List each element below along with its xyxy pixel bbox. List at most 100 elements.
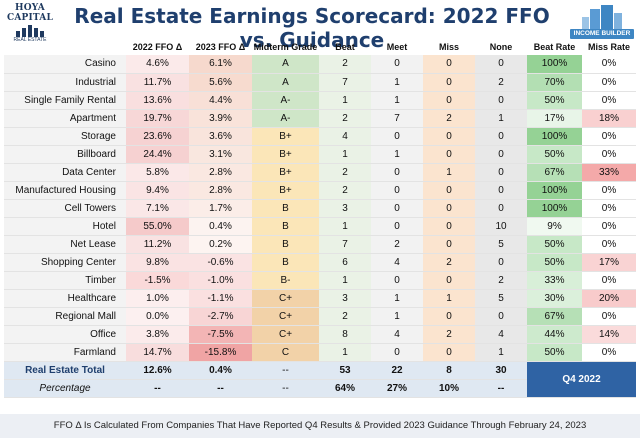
cell-grade: B+ [252, 181, 319, 200]
cell-meet: 1 [371, 307, 423, 326]
cell-meet: 2 [371, 235, 423, 254]
table-row: Shopping Center 9.8% -0.6% B 6 4 2 0 50% 17% [4, 253, 636, 272]
cell-meet: 0 [371, 163, 423, 182]
pct-miss: 10% [423, 379, 475, 398]
cell-beat-rate: 50% [527, 91, 582, 110]
cell-ffo2023: -1.0% [189, 271, 252, 290]
table-row: Casino 4.6% 6.1% A 2 0 0 0 100% 0% [4, 55, 636, 74]
cell-ffo2022: 11.7% [126, 73, 189, 92]
income-builder-logo: INCOME BUILDER [570, 3, 634, 39]
table-row: Farmland 14.7% -15.8% C 1 0 0 1 50% 0% [4, 343, 636, 362]
cell-meet: 0 [371, 181, 423, 200]
cell-sector: Data Center [4, 163, 126, 182]
cell-ffo2023: 1.7% [189, 199, 252, 218]
cell-miss: 0 [423, 199, 475, 218]
cell-beat-rate: 67% [527, 307, 582, 326]
table-body: Casino 4.6% 6.1% A 2 0 0 0 100% 0% Industrial 11.7%… [4, 55, 636, 362]
total-label: Real Estate Total [4, 361, 126, 380]
cell-miss: 1 [423, 289, 475, 308]
cell-beat: 2 [319, 181, 371, 200]
cell-ffo2023: 0.2% [189, 235, 252, 254]
pct-ffo2023: -- [189, 379, 252, 398]
cell-ffo2023: 2.8% [189, 181, 252, 200]
cell-sector: Net Lease [4, 235, 126, 254]
cell-miss-rate: 0% [582, 199, 636, 218]
col-header-grade: Midterm Grade [253, 42, 318, 52]
cell-sector: Office [4, 325, 126, 344]
cell-miss-rate: 14% [582, 325, 636, 344]
cell-ffo2022: 0.0% [126, 307, 189, 326]
total-meet: 22 [371, 361, 423, 380]
cell-beat: 3 [319, 199, 371, 218]
cell-sector: Timber [4, 271, 126, 290]
total-miss: 8 [423, 361, 475, 380]
cell-miss-rate: 0% [582, 271, 636, 290]
cell-beat-rate: 50% [527, 253, 582, 272]
cell-ffo2022: 4.6% [126, 55, 189, 74]
table-row: Regional Mall 0.0% -2.7% C+ 2 1 0 0 67% 0% [4, 307, 636, 326]
cell-none: 0 [475, 91, 527, 110]
cell-beat: 2 [319, 163, 371, 182]
col-header-ffo2023: 2023 FFO Δ [195, 42, 246, 52]
cell-miss-rate: 0% [582, 235, 636, 254]
cell-beat: 3 [319, 289, 371, 308]
cell-grade: B+ [252, 145, 319, 164]
table-row: Storage 23.6% 3.6% B+ 4 0 0 0 100% 0% [4, 127, 636, 146]
total-ffo2022: 12.6% [126, 361, 189, 380]
col-header-sector [4, 38, 126, 55]
cell-miss: 0 [423, 217, 475, 236]
table-row: Healthcare 1.0% -1.1% C+ 3 1 1 5 30% 20% [4, 289, 636, 308]
col-header-beat: Beat [335, 42, 355, 52]
cell-beat: 7 [319, 73, 371, 92]
col-header-beat-rate: Beat Rate [533, 42, 576, 52]
table-row: Data Center 5.8% 2.8% B+ 2 0 1 0 67% 33% [4, 163, 636, 182]
cell-ffo2023: -1.1% [189, 289, 252, 308]
cell-miss-rate: 17% [582, 253, 636, 272]
income-builder-label: INCOME BUILDER [570, 29, 634, 39]
table-row: Manufactured Housing 9.4% 2.8% B+ 2 0 0 0 100% 0% [4, 181, 636, 200]
cell-ffo2022: 3.8% [126, 325, 189, 344]
cell-ffo2023: 6.1% [189, 55, 252, 74]
cell-miss-rate: 33% [582, 163, 636, 182]
pct-grade: -- [252, 379, 319, 398]
cell-grade: C [252, 343, 319, 362]
building-icon [582, 5, 622, 29]
col-header-none: None [489, 42, 513, 52]
cell-meet: 0 [371, 217, 423, 236]
cell-sector: Cell Towers [4, 199, 126, 218]
table-row: Industrial 11.7% 5.6% A 7 1 0 2 70% 0% [4, 73, 636, 92]
cell-ffo2022: 19.7% [126, 109, 189, 128]
cell-miss: 0 [423, 343, 475, 362]
cell-grade: C+ [252, 289, 319, 308]
cell-grade: C+ [252, 325, 319, 344]
cell-beat: 1 [319, 217, 371, 236]
cell-miss: 0 [423, 73, 475, 92]
cell-sector: Farmland [4, 343, 126, 362]
cell-meet: 0 [371, 55, 423, 74]
cell-sector: Casino [4, 55, 126, 74]
cell-grade: B [252, 253, 319, 272]
header: HOYA CAPITAL REAL ESTATE Real Estate Ear… [0, 0, 640, 52]
cell-none: 10 [475, 217, 527, 236]
cell-beat: 4 [319, 127, 371, 146]
cell-ffo2022: 23.6% [126, 127, 189, 146]
col-header-meet: Meet [386, 42, 408, 52]
cell-ffo2022: 13.6% [126, 91, 189, 110]
cell-grade: A- [252, 91, 319, 110]
cell-sector: Storage [4, 127, 126, 146]
cell-grade: A [252, 73, 319, 92]
cell-sector: Healthcare [4, 289, 126, 308]
cell-beat-rate: 100% [527, 127, 582, 146]
cell-none: 0 [475, 199, 527, 218]
cell-miss-rate: 0% [582, 181, 636, 200]
cell-beat-rate: 33% [527, 271, 582, 290]
cell-beat-rate: 50% [527, 145, 582, 164]
cell-miss-rate: 18% [582, 109, 636, 128]
table-row: Office 3.8% -7.5% C+ 8 4 2 4 44% 14% [4, 325, 636, 344]
cell-grade: C+ [252, 307, 319, 326]
table-row: Single Family Rental 13.6% 4.4% A- 1 1 0 0 50% 0% [4, 91, 636, 110]
cell-ffo2023: 5.6% [189, 73, 252, 92]
cell-ffo2023: 0.4% [189, 217, 252, 236]
chart-title: Real Estate Earnings Scorecard: 2022 FFO… [74, 4, 550, 52]
cell-beat-rate: 50% [527, 235, 582, 254]
